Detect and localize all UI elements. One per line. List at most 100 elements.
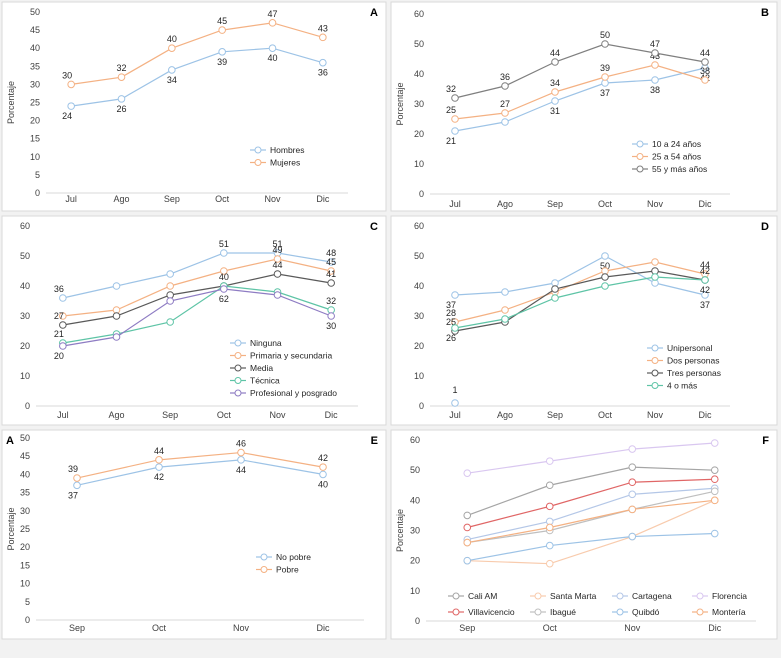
- data-label: 40: [167, 34, 177, 44]
- data-point: [545, 481, 554, 490]
- data-point: [168, 66, 176, 74]
- data-point: [155, 456, 163, 464]
- legend-label: Cartagena: [632, 591, 672, 601]
- legend-item: Quibdó: [612, 607, 660, 617]
- data-point: [501, 306, 509, 314]
- data-point: [67, 80, 75, 89]
- data-label: 30: [326, 321, 336, 331]
- data-point: [628, 463, 637, 471]
- data-point: [710, 475, 719, 484]
- y-tick-label: 45: [30, 25, 40, 35]
- legend-swatch-marker: [254, 146, 262, 154]
- legend-swatch-marker: [651, 369, 659, 377]
- series-line: [454, 276, 706, 329]
- data-label: 34: [167, 75, 177, 85]
- legend-swatch-marker: [696, 608, 704, 616]
- y-tick-label: 10: [410, 586, 420, 596]
- data-point: [59, 294, 67, 302]
- data-point: [220, 285, 228, 293]
- y-tick-label: 60: [20, 221, 30, 231]
- x-tick-label: Sep: [459, 623, 475, 633]
- legend: No pobre Pobre: [256, 552, 311, 575]
- series-line: [76, 459, 324, 486]
- legend-swatch-marker: [260, 553, 268, 561]
- y-tick-label: 15: [20, 560, 30, 570]
- chart-panel-e: 0 5 10 15 20 25 30 35 40 45 50 Sep Oct Nov Dic Porcenta…: [1, 429, 387, 640]
- y-tick-label: 10: [30, 152, 40, 162]
- x-tick-label: Nov: [624, 623, 641, 633]
- y-tick-label: 50: [410, 465, 420, 475]
- series-line: [62, 273, 332, 326]
- series-media: 27 40 44 41: [54, 260, 336, 329]
- data-label: 40: [219, 272, 229, 282]
- data-point: [545, 541, 554, 550]
- data-point: [327, 258, 335, 266]
- data-label: 39: [68, 464, 78, 474]
- series-line: [467, 532, 715, 562]
- series-line: [62, 252, 332, 299]
- data-point: [501, 109, 509, 117]
- x-tick-label: Sep: [547, 410, 563, 420]
- data-point: [701, 276, 709, 284]
- legend-label: Media: [250, 363, 273, 373]
- data-point: [710, 487, 719, 496]
- data-point: [168, 44, 176, 53]
- series-line: [454, 64, 706, 120]
- legend-item: Técnica: [230, 376, 280, 386]
- x-tick-label: Dic: [708, 623, 721, 633]
- series-line: [454, 67, 706, 132]
- x-tick-label: Dic: [316, 194, 329, 204]
- data-point: [327, 267, 335, 275]
- y-tick-label: 10: [414, 159, 424, 169]
- series-mujeres: 30 32 40 45 47 43: [62, 9, 328, 89]
- series-pobre: 39 44 46 42: [68, 439, 328, 482]
- legend-item: Pobre: [256, 565, 299, 575]
- legend-item: Unipersonal: [647, 343, 712, 353]
- y-tick-label: 30: [20, 506, 30, 516]
- data-label: 45: [217, 16, 227, 26]
- chart-panel-c: 0 10 20 30 40 50 60 Jul Ago Sep Oct Nov Dic C 36 51 51 48…: [1, 215, 387, 426]
- data-point: [551, 58, 559, 66]
- legend-swatch-marker: [651, 357, 659, 364]
- data-label: 26: [446, 333, 456, 343]
- data-point: [59, 342, 67, 350]
- x-tick-label: Ago: [497, 199, 513, 209]
- data-label: 62: [219, 294, 229, 304]
- data-label: 37: [68, 490, 78, 500]
- data-point: [628, 532, 637, 541]
- series-line: [76, 451, 324, 479]
- y-tick-label: 40: [20, 469, 30, 479]
- data-point: [237, 448, 245, 457]
- y-tick-label: 0: [35, 188, 40, 198]
- data-label: 36: [54, 284, 64, 294]
- data-point: [651, 49, 659, 57]
- y-tick-label: 10: [414, 371, 424, 381]
- x-tick-label: Ago: [113, 194, 129, 204]
- chart-panel-f: 0 10 20 30 40 50 60 Sep Oct Nov Dic Porcentaje F Cali…: [390, 429, 778, 640]
- legend-label: Primaria y secundaria: [250, 351, 332, 361]
- x-tick-label: Oct: [598, 410, 613, 420]
- data-point: [166, 297, 174, 305]
- series-55-y-más-años: 32 36 44 50 47 44: [446, 30, 710, 102]
- legend: Unipersonal Dos personas Tres personas 4 o …: [647, 343, 721, 391]
- data-point: [451, 291, 459, 299]
- data-label: 24: [62, 111, 72, 121]
- data-label: 47: [650, 39, 660, 49]
- data-label: 31: [550, 106, 560, 116]
- data-point: [319, 58, 327, 67]
- x-tick-label: Jul: [449, 199, 461, 209]
- legend-item: Santa Marta: [530, 591, 597, 601]
- data-point: [545, 523, 554, 532]
- panel-label: E: [371, 435, 378, 447]
- data-label: 30: [62, 70, 72, 80]
- legend-item: Ibagué: [530, 607, 576, 617]
- data-point: [59, 312, 67, 320]
- legend-item: Hombres: [250, 145, 304, 155]
- data-point: [327, 312, 335, 320]
- data-point: [73, 481, 81, 490]
- legend-swatch-marker: [651, 344, 659, 352]
- data-point: [273, 255, 282, 263]
- data-point: [220, 249, 228, 257]
- data-point: [451, 324, 459, 332]
